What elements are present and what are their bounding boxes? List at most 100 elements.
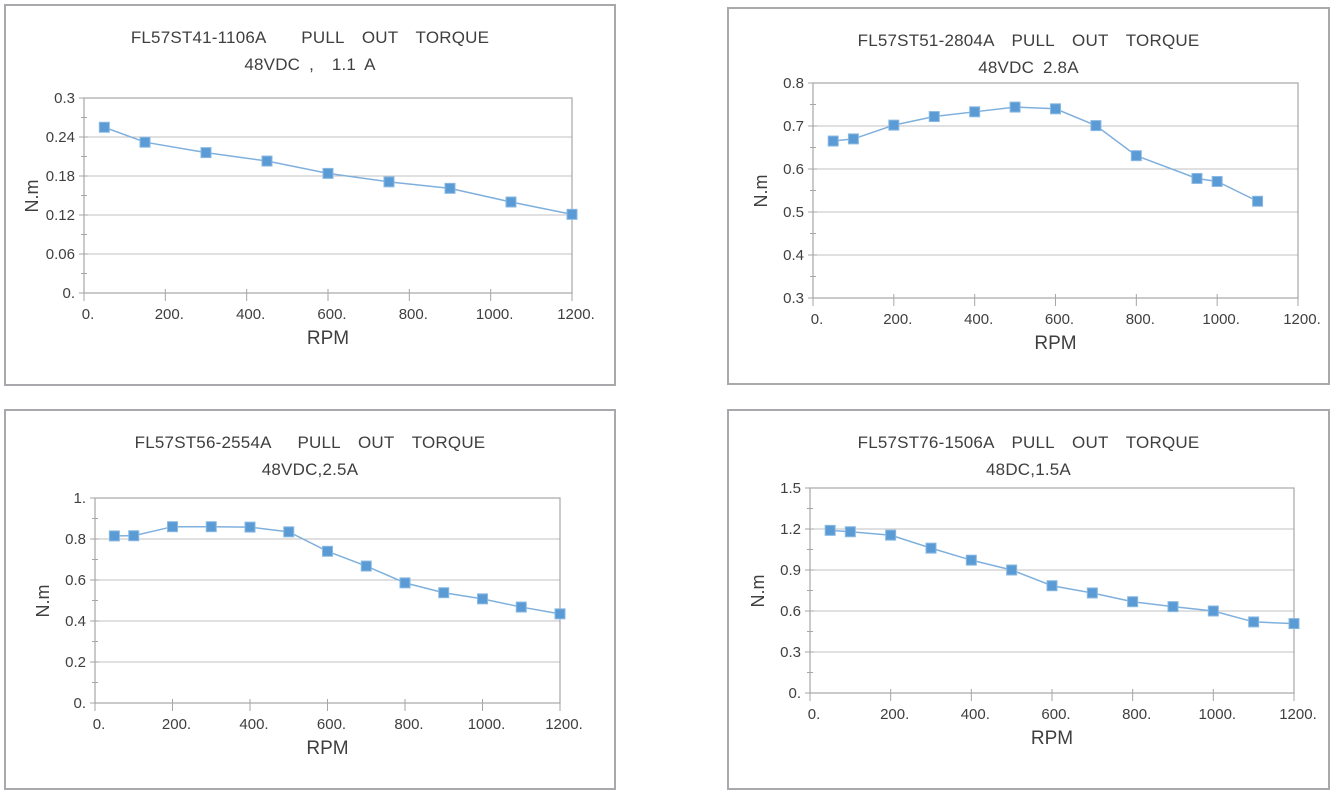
data-point-marker bbox=[824, 524, 836, 536]
data-point-marker bbox=[167, 521, 178, 533]
data-point-marker bbox=[1248, 616, 1260, 628]
data-point-marker bbox=[1191, 172, 1203, 184]
data-point-marker bbox=[844, 526, 856, 538]
data-point-markers bbox=[108, 521, 566, 620]
chart-title: FL57ST51-2804A PULL OUT TORQUE bbox=[857, 31, 1200, 50]
chart-panel-fl57st41: 0. 0.06 0.12 0.18 0.24 0.3 0. 200. 400. 600. 800. 1… bbox=[4, 4, 616, 386]
data-point-marker bbox=[444, 182, 456, 194]
data-point-marker bbox=[1252, 195, 1264, 207]
torque-curve-plot: 0. 0.2 0.4 0.6 0.8 1. 0. 200. 400. 600. 800. 1000. 1… bbox=[65, 490, 583, 733]
chart-subtitle: 48DC,1.5A bbox=[986, 460, 1071, 479]
axis-ticks bbox=[805, 487, 1295, 701]
svg-text:1200.: 1200. bbox=[557, 306, 595, 323]
data-point-marker bbox=[827, 135, 839, 147]
svg-text:0.6: 0.6 bbox=[780, 603, 801, 620]
data-point-marker bbox=[128, 530, 140, 542]
chart-title-block: FL57ST56-2554A PULL OUT TORQUE 48VDC,2.5… bbox=[6, 429, 614, 483]
svg-text:400.: 400. bbox=[239, 716, 268, 733]
data-point-marker bbox=[261, 155, 273, 167]
svg-text:1000.: 1000. bbox=[468, 716, 506, 733]
chart-title-block: FL57ST76-1506A PULL OUT TORQUE 48DC,1.5A bbox=[729, 429, 1328, 483]
svg-text:0.6: 0.6 bbox=[783, 161, 804, 178]
data-point-marker bbox=[383, 176, 395, 188]
svg-text:200.: 200. bbox=[883, 311, 912, 328]
svg-text:800.: 800. bbox=[399, 306, 428, 323]
torque-curve-plot: 0. 0.06 0.12 0.18 0.24 0.3 0. 200. 400. 600. 800. 1… bbox=[46, 90, 595, 323]
y-axis-label: N.m bbox=[751, 174, 771, 207]
torque-series-line bbox=[114, 525, 561, 615]
data-point-marker bbox=[554, 608, 566, 620]
svg-text:600.: 600. bbox=[317, 306, 346, 323]
torque-series-line bbox=[830, 529, 1295, 625]
svg-text:0.4: 0.4 bbox=[783, 247, 804, 264]
y-axis-label: N.m bbox=[22, 179, 42, 212]
y-tick-labels: 0.3 0.4 0.5 0.6 0.7 0.8 bbox=[783, 75, 804, 307]
chart-title: FL57ST76-1506A PULL OUT TORQUE bbox=[857, 433, 1200, 452]
x-tick-labels: 0. 200. 400. 600. 800. 1000. 1200. bbox=[811, 311, 1321, 328]
data-point-marker bbox=[1130, 150, 1142, 162]
svg-text:0.: 0. bbox=[82, 306, 95, 323]
y-axis-label: N.m bbox=[748, 574, 768, 607]
svg-text:0.8: 0.8 bbox=[783, 75, 804, 92]
svg-text:1000.: 1000. bbox=[1202, 311, 1240, 328]
svg-text:0.: 0. bbox=[808, 706, 821, 723]
data-point-marker bbox=[515, 601, 527, 613]
svg-text:200.: 200. bbox=[162, 716, 191, 733]
svg-text:0.: 0. bbox=[811, 311, 824, 328]
data-point-marker bbox=[1288, 618, 1300, 630]
chart-title-block: FL57ST41-1106A PULL OUT TORQUE 48VDC , 1… bbox=[6, 24, 614, 78]
svg-text:600.: 600. bbox=[1045, 311, 1074, 328]
data-point-marker bbox=[1006, 564, 1018, 576]
svg-text:0.: 0. bbox=[62, 285, 75, 302]
chart-subtitle: 48VDC , 1.1 A bbox=[244, 55, 376, 74]
x-axis-label: RPM bbox=[306, 328, 350, 349]
data-point-marker bbox=[969, 106, 981, 118]
x-tick-labels: 0. 200. 400. 600. 800. 1000. 1200. bbox=[808, 706, 1317, 723]
gridlines bbox=[84, 136, 572, 255]
torque-curve-plot: 0. 0.3 0.6 0.9 1.2 1.5 0. 200. 400. 600. 800. 1000.… bbox=[780, 480, 1317, 723]
data-point-marker bbox=[283, 526, 295, 538]
torque-curve-plot: 0.3 0.4 0.5 0.6 0.7 0.8 0. 200. 400. 600. 800. 1000… bbox=[783, 75, 1321, 328]
data-point-marker bbox=[1046, 580, 1058, 592]
chart-subtitle: 48VDC,2.5A bbox=[261, 460, 359, 479]
data-point-markers bbox=[827, 101, 1264, 207]
data-point-marker bbox=[205, 521, 217, 533]
svg-text:1000.: 1000. bbox=[476, 306, 514, 323]
data-point-marker bbox=[1207, 605, 1219, 617]
plot-area-border bbox=[83, 97, 573, 294]
svg-text:0.4: 0.4 bbox=[65, 613, 86, 630]
svg-text:1000.: 1000. bbox=[1199, 706, 1237, 723]
y-tick-labels: 0. 0.06 0.12 0.18 0.24 0.3 bbox=[46, 90, 75, 302]
svg-text:1200.: 1200. bbox=[1279, 706, 1317, 723]
svg-text:0.: 0. bbox=[93, 716, 106, 733]
data-point-marker bbox=[505, 196, 517, 208]
data-point-marker bbox=[244, 521, 256, 533]
y-tick-labels: 0. 0.3 0.6 0.9 1.2 1.5 bbox=[780, 480, 801, 702]
svg-text:0.24: 0.24 bbox=[46, 129, 75, 146]
svg-text:0.3: 0.3 bbox=[780, 644, 801, 661]
svg-text:1.2: 1.2 bbox=[780, 521, 801, 538]
chart-panel-fl57st51: 0.3 0.4 0.5 0.6 0.7 0.8 0. 200. 400. 600. 800. 1000… bbox=[727, 7, 1330, 385]
gridlines bbox=[813, 125, 1298, 256]
data-point-marker bbox=[885, 529, 897, 541]
svg-text:600.: 600. bbox=[1041, 706, 1070, 723]
data-point-marker bbox=[1086, 587, 1098, 599]
axis-ticks bbox=[79, 97, 573, 301]
svg-text:800.: 800. bbox=[394, 716, 423, 733]
data-point-marker bbox=[566, 208, 578, 220]
svg-text:400.: 400. bbox=[964, 311, 993, 328]
svg-text:0.7: 0.7 bbox=[783, 118, 804, 135]
data-point-marker bbox=[360, 560, 372, 572]
svg-text:0.3: 0.3 bbox=[783, 290, 804, 307]
data-point-marker bbox=[200, 147, 212, 159]
data-point-marker bbox=[928, 111, 940, 123]
svg-text:1.5: 1.5 bbox=[780, 480, 801, 497]
torque-series-line bbox=[104, 126, 573, 216]
svg-text:0.06: 0.06 bbox=[46, 246, 75, 263]
data-point-marker bbox=[477, 593, 488, 605]
data-point-marker bbox=[888, 119, 900, 131]
svg-text:0.3: 0.3 bbox=[54, 90, 75, 107]
svg-text:1200.: 1200. bbox=[545, 716, 583, 733]
gridlines bbox=[95, 538, 560, 663]
